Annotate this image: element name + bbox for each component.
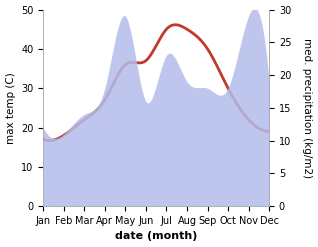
X-axis label: date (month): date (month) xyxy=(115,231,197,242)
Y-axis label: med. precipitation (kg/m2): med. precipitation (kg/m2) xyxy=(302,38,313,178)
Y-axis label: max temp (C): max temp (C) xyxy=(5,72,16,144)
